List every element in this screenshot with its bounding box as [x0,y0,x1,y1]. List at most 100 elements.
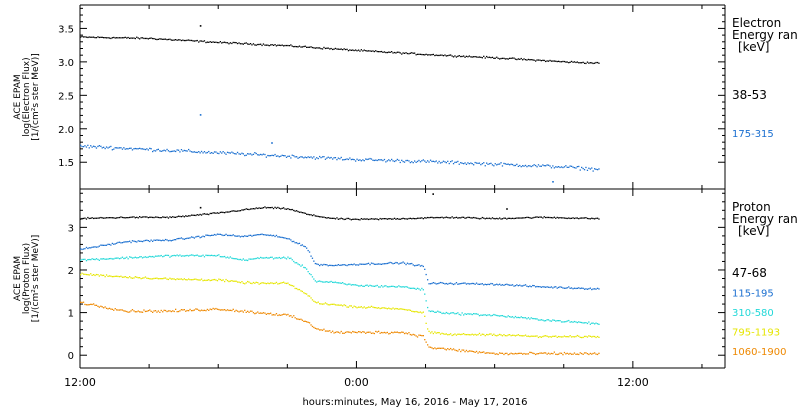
data-point [311,276,314,278]
data-point [422,218,424,220]
data-point [143,37,145,40]
data-point [274,44,276,46]
data-point [224,41,226,43]
data-point [186,254,188,257]
data-point [213,41,216,43]
data-point [287,208,289,210]
data-point [428,346,430,348]
data-point [468,216,470,219]
data-point [308,273,311,275]
data-point [152,150,154,153]
data-point [395,218,397,220]
data-point [496,56,498,58]
data-point [211,254,213,256]
data-point [344,158,347,161]
data-point [370,262,373,264]
data-point [347,217,350,220]
data-point [596,323,599,325]
data-point [249,234,252,236]
data-point [562,60,564,63]
data-point [159,239,161,241]
data-point [234,153,236,155]
data-point [527,353,530,355]
data-point [402,160,404,163]
data-point [290,257,292,259]
data-point [565,165,567,167]
data-point [262,312,265,314]
data-point [156,255,158,257]
data-point [296,210,298,212]
data-point [455,216,458,218]
data-point [522,335,524,337]
data-point [307,295,309,297]
y-tick-label: 2.0 [58,125,74,136]
data-point [350,284,352,286]
data-point [308,251,311,253]
data-point [98,275,100,277]
data-point [473,351,475,353]
data-point [285,282,288,285]
data-point [573,352,576,354]
data-point [173,278,175,280]
data-point [173,150,175,152]
data-point [401,308,403,310]
data-point [565,217,567,219]
data-point [382,286,384,288]
data-point [242,153,244,155]
data-point [164,216,167,219]
data-point [448,313,450,315]
data-point [143,277,145,279]
data-point [113,148,115,150]
data-point [488,314,491,316]
data-point [185,215,187,217]
data-point [262,153,265,155]
data-point [547,336,550,338]
data-point [285,237,288,240]
data-point [568,62,570,64]
data-point [271,314,273,316]
data-point [127,277,129,279]
data-point [562,354,564,356]
data-point [307,321,309,323]
data-point [447,216,449,219]
data-point [306,293,308,295]
data-point [352,284,354,286]
data-point [91,274,93,276]
data-point [144,310,147,313]
data-point [327,156,329,158]
data-point [536,285,538,288]
data-point [516,163,518,165]
data-point [296,242,298,244]
data-point [257,154,259,156]
data-point [408,309,410,311]
data-point [566,61,568,63]
data-point [137,277,139,279]
data-point [425,53,427,55]
data-point [306,321,308,323]
data-point [114,243,116,245]
data-point [537,286,540,288]
data-point [595,217,597,219]
data-point [365,284,367,287]
data-point [87,304,89,306]
data-point [316,263,318,265]
data-point [190,151,193,153]
data-point [116,147,118,149]
data-point [94,146,96,148]
data-point [486,314,488,317]
data-point [140,256,142,258]
data-point [473,164,475,166]
data-point [406,333,409,335]
data-point [481,283,483,285]
data-point [501,165,504,167]
data-point [294,242,296,244]
data-point [507,315,509,317]
data-point [519,217,521,219]
data-point [222,234,224,237]
data-point [212,212,214,214]
data-point [395,286,397,288]
data-point [228,43,230,45]
data-point [94,246,96,248]
data-point [123,147,125,149]
data-point [154,38,157,40]
